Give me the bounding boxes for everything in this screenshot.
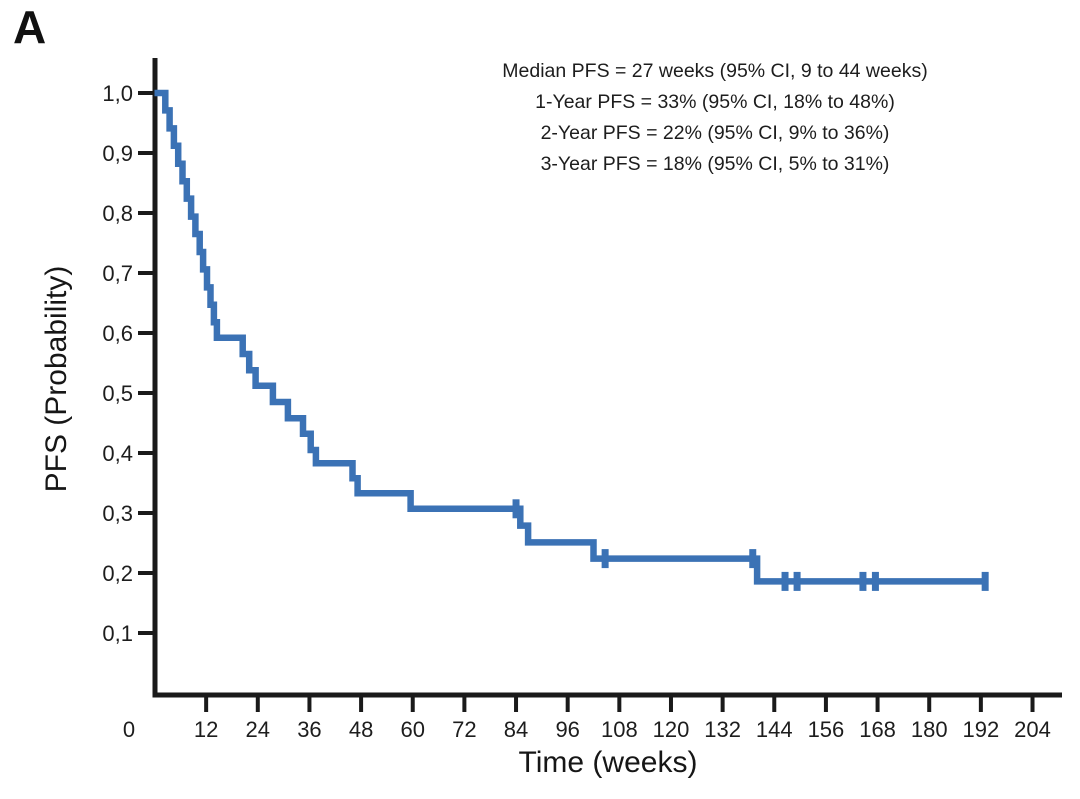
x-tick-label: 84 (504, 717, 528, 742)
x-tick-label: 48 (349, 717, 373, 742)
y-tick-label: 0,8 (102, 201, 133, 226)
x-tick-label: 12 (194, 717, 218, 742)
x-tick-label: 192 (963, 717, 1000, 742)
x-tick-label: 120 (653, 717, 690, 742)
stat-line-3yr-pfs: 3-Year PFS = 18% (95% CI, 5% to 31%) (540, 153, 890, 175)
stat-line-1yr-pfs: 1-Year PFS = 33% (95% CI, 18% to 48%) (535, 91, 895, 113)
y-tick-label: 1,0 (102, 81, 133, 106)
panel-label: A (13, 1, 47, 53)
stat-line-median-pfs: Median PFS = 27 weeks (95% CI, 9 to 44 w… (502, 60, 928, 82)
x-tick-label: 96 (555, 717, 579, 742)
x-tick-label: 144 (756, 717, 793, 742)
x-tick-label: 0 (123, 717, 135, 742)
x-tick-label: 36 (297, 717, 321, 742)
y-tick-label: 0,3 (102, 501, 133, 526)
y-tick-label: 0,5 (102, 381, 133, 406)
x-tick-label: 204 (1014, 717, 1051, 742)
x-axis-title: Time (weeks) (518, 746, 698, 779)
y-tick-label: 0,1 (102, 621, 133, 646)
x-tick-label: 156 (808, 717, 845, 742)
x-tick-label: 132 (704, 717, 741, 742)
km-curve (154, 89, 988, 585)
y-tick-label: 0,6 (102, 321, 133, 346)
x-tick-label: 108 (601, 717, 638, 742)
x-tick-label: 60 (400, 717, 424, 742)
stats-annotation: Median PFS = 27 weeks (95% CI, 9 to 44 w… (400, 56, 1030, 180)
x-tick-label: 168 (859, 717, 896, 742)
stat-line-2yr-pfs: 2-Year PFS = 22% (95% CI, 9% to 36%) (540, 122, 890, 144)
y-tick-label: 0,4 (102, 441, 133, 466)
y-tick-label: 0,7 (102, 261, 133, 286)
y-tick-label: 0,9 (102, 141, 133, 166)
y-tick-label: 0,2 (102, 561, 133, 586)
x-tick-label: 180 (911, 717, 948, 742)
x-tick-label: 72 (452, 717, 476, 742)
x-tick-label: 24 (246, 717, 270, 742)
